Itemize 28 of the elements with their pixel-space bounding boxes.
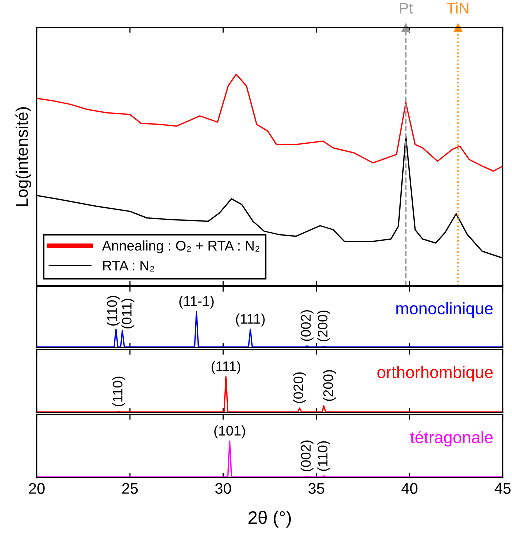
series-label: orthorhombique bbox=[378, 366, 493, 382]
x-tick-label: 40 bbox=[402, 483, 418, 494]
x-tick-label: 35 bbox=[308, 483, 324, 494]
x-axis-title: 2θ (°) bbox=[248, 510, 292, 528]
legend-label: Annealing : O₂ + RTA : N₂ bbox=[102, 240, 260, 254]
annotation: (111) bbox=[236, 314, 265, 327]
annotation: (200) bbox=[318, 310, 331, 342]
annotation: (111) bbox=[212, 361, 241, 374]
series-label: monoclinique bbox=[396, 302, 493, 318]
ref-line-label: TiN bbox=[447, 2, 469, 14]
annotation: (002) bbox=[300, 310, 314, 342]
annotation: (020) bbox=[293, 372, 306, 404]
annotation: (110) bbox=[318, 441, 331, 472]
annotation: (101) bbox=[214, 426, 246, 439]
annotation: (200) bbox=[323, 370, 336, 402]
annotation: (11-1) bbox=[180, 296, 214, 309]
x-tick-label: 30 bbox=[215, 483, 232, 494]
annotation: (110) bbox=[112, 376, 126, 407]
y-axis-title: Log(intensité) bbox=[16, 108, 32, 206]
series-label: tétragonale bbox=[410, 431, 493, 447]
x-tick-label: 25 bbox=[122, 483, 138, 494]
annotation: (110) bbox=[106, 296, 120, 326]
x-tick-label: 45 bbox=[494, 483, 511, 494]
x-tick-label: 20 bbox=[29, 483, 45, 494]
annotation: (011) bbox=[122, 299, 135, 329]
legend-label: RTA : N₂ bbox=[103, 261, 154, 272]
annotation: (002) bbox=[300, 440, 314, 472]
ref-line-label: Pt bbox=[400, 3, 414, 14]
